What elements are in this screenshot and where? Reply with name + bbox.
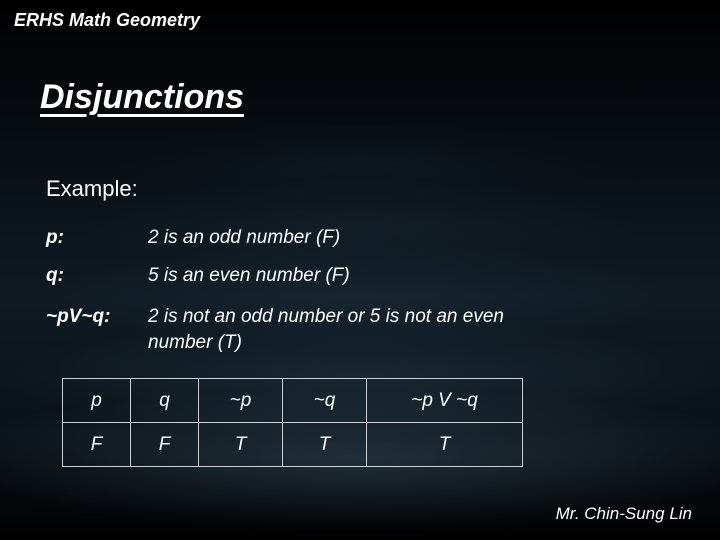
truth-table: p q ~p ~q ~p V ~q F F T T T [62, 378, 523, 467]
table-header-row: p q ~p ~q ~p V ~q [63, 379, 523, 423]
statement-q: q: 5 is an even number (F) [46, 265, 350, 287]
statement-disjunction-key: ~pV~q: [46, 306, 148, 328]
statement-q-key: q: [46, 265, 148, 287]
slide-title: Disjunctions [40, 78, 244, 117]
th-p: p [63, 379, 131, 423]
statement-disjunction-text1: 2 is not an odd number or 5 is not an ev… [148, 306, 504, 328]
example-heading: Example: [46, 176, 138, 202]
th-notq: ~q [283, 379, 367, 423]
th-disj: ~p V ~q [367, 379, 523, 423]
th-q: q [131, 379, 199, 423]
statement-disjunction: ~pV~q: 2 is not an odd number or 5 is no… [46, 306, 504, 328]
td-notq: T [283, 423, 367, 467]
course-label: ERHS Math Geometry [14, 10, 200, 31]
td-p: F [63, 423, 131, 467]
statement-p-key: p: [46, 227, 148, 249]
th-notp: ~p [199, 379, 283, 423]
table-row: F F T T T [63, 423, 523, 467]
statement-p-text: 2 is an odd number (F) [148, 227, 340, 249]
td-q: F [131, 423, 199, 467]
statement-p: p: 2 is an odd number (F) [46, 227, 340, 249]
statement-disjunction-text2: number (T) [148, 332, 242, 354]
td-disj: T [367, 423, 523, 467]
td-notp: T [199, 423, 283, 467]
author-credit: Mr. Chin-Sung Lin [556, 504, 692, 524]
statement-q-text: 5 is an even number (F) [148, 265, 350, 287]
